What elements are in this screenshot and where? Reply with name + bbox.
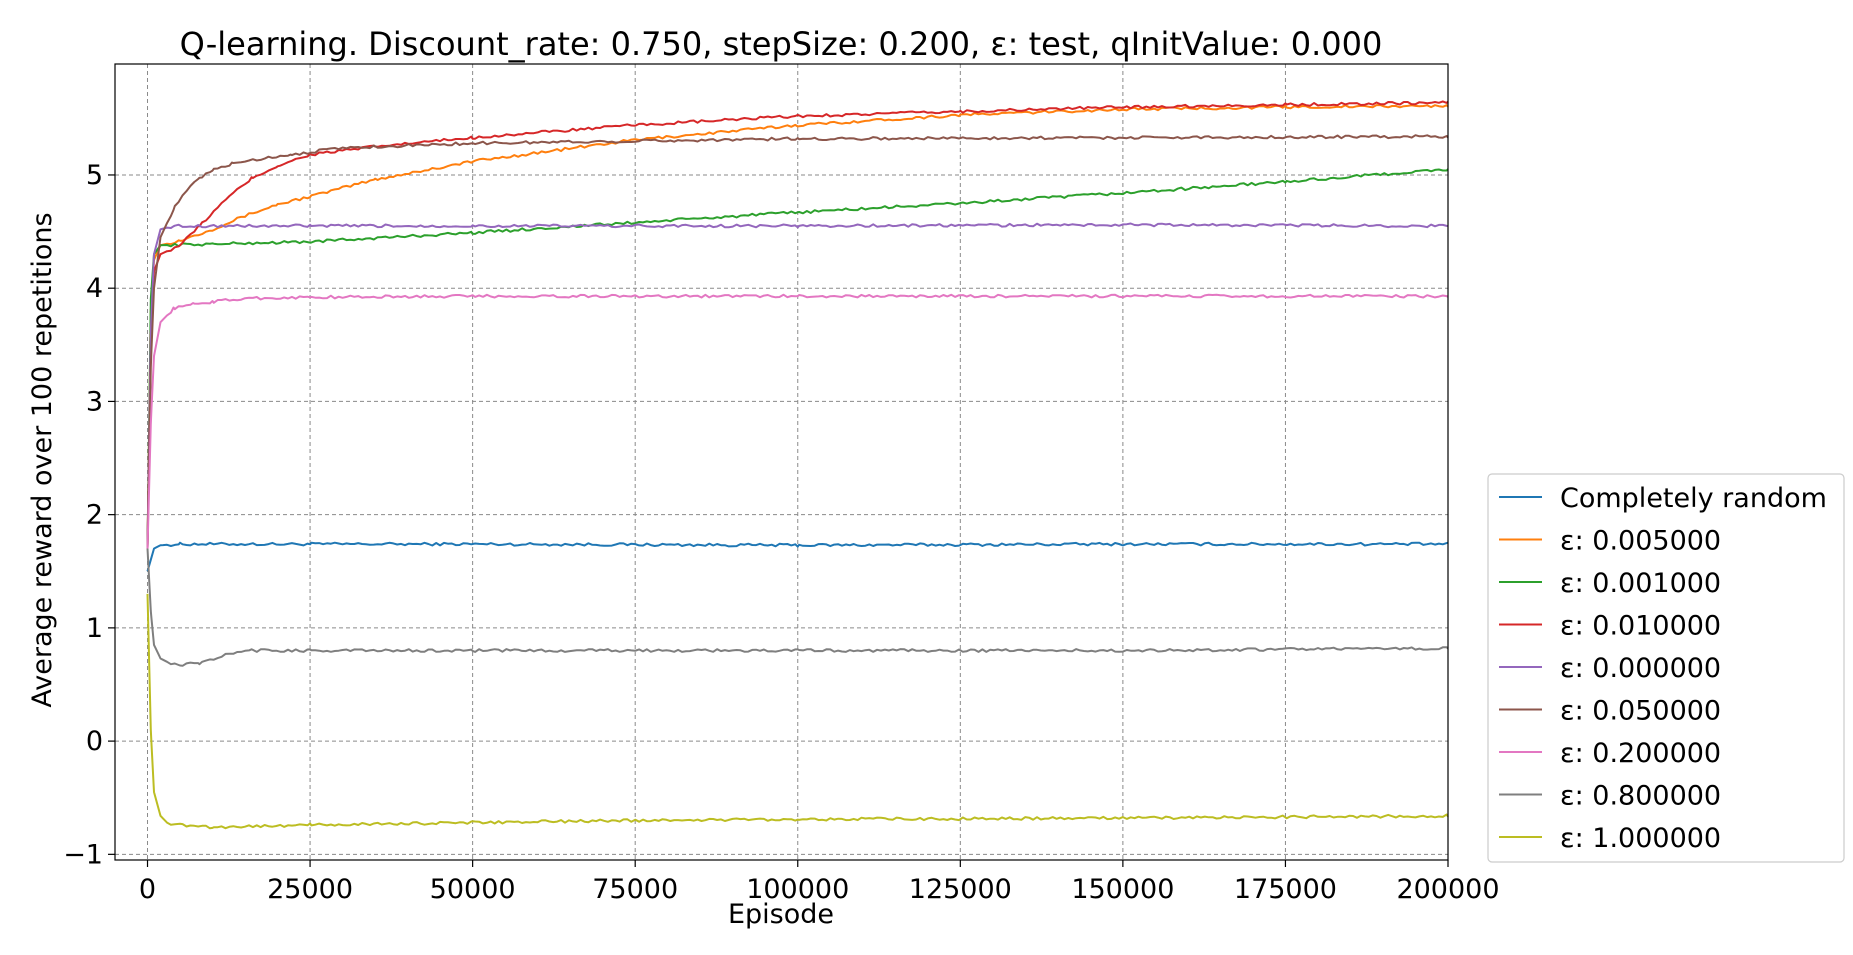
x-axis-label: Episode	[728, 899, 834, 930]
legend-label: ε: 0.800000	[1560, 781, 1721, 812]
legend-label: ε: 0.000000	[1560, 653, 1721, 684]
x-tick-label: 150000	[1071, 874, 1174, 905]
y-axis-label: Average reward over 100 repetitions	[27, 212, 58, 707]
legend-label: ε: 0.010000	[1560, 611, 1721, 642]
chart-title: Q-learning. Discount_rate: 0.750, stepSi…	[180, 25, 1383, 63]
y-tick-label: 0	[86, 726, 103, 757]
grid-lines	[115, 64, 1449, 860]
y-tick-label: 3	[86, 386, 103, 417]
legend-label: ε: 0.005000	[1560, 526, 1721, 557]
legend-label: ε: 0.200000	[1560, 738, 1721, 769]
x-tick-label: 50000	[430, 874, 516, 905]
series-line	[146, 548, 1449, 667]
y-tick-label: 1	[86, 613, 103, 644]
series-line	[146, 104, 1449, 549]
series-line	[146, 593, 1449, 830]
series-line	[146, 293, 1449, 549]
y-axis-ticks: −1 0 1 2 3 4 5	[63, 160, 115, 870]
x-tick-label: 25000	[267, 874, 353, 905]
legend-label: ε: 0.050000	[1560, 696, 1721, 727]
x-tick-label: 100000	[746, 874, 849, 905]
series-lines	[146, 100, 1449, 830]
series-line	[146, 541, 1449, 572]
series-line	[146, 222, 1449, 549]
series-line	[146, 134, 1449, 549]
series-line	[146, 168, 1449, 549]
x-tick-label: 125000	[909, 874, 1012, 905]
y-tick-label: 5	[86, 160, 103, 191]
legend-label: Completely random	[1560, 483, 1827, 514]
y-tick-label: 4	[86, 273, 103, 304]
x-tick-label: 75000	[592, 874, 678, 905]
y-tick-label: 2	[86, 500, 103, 531]
plot-area-frame	[114, 63, 1449, 861]
legend-frame	[1487, 473, 1845, 863]
x-tick-label: 0	[139, 874, 156, 905]
y-tick-label: −1	[63, 839, 103, 870]
x-axis-ticks: 0 25000 50000 75000 100000 125000 150000 175000…	[139, 860, 1500, 905]
legend-label: ε: 1.000000	[1560, 823, 1721, 854]
chart-legend: Completely random ε: 0.005000 ε: 0.001000 ε…	[1487, 473, 1845, 863]
x-tick-label: 200000	[1396, 874, 1499, 905]
legend-label: ε: 0.001000	[1560, 568, 1721, 599]
series-line	[146, 100, 1449, 549]
x-tick-label: 175000	[1234, 874, 1337, 905]
